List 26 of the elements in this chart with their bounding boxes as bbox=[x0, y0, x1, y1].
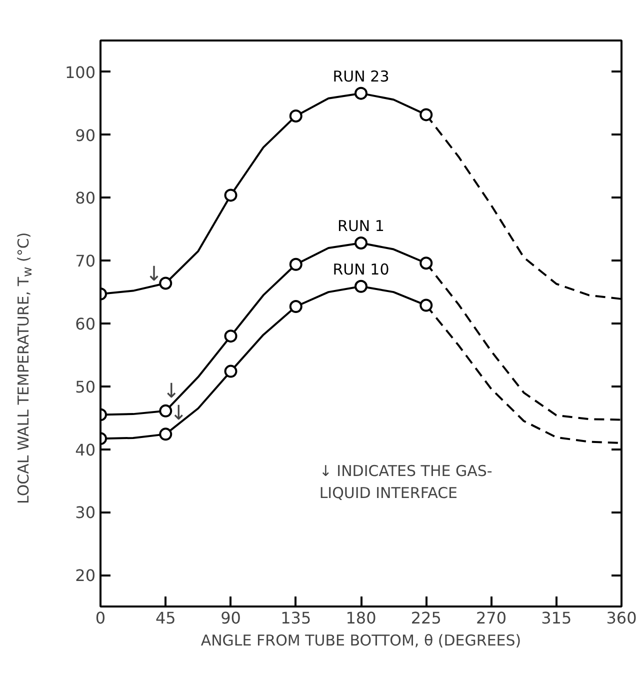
series-label: RUN 1 bbox=[338, 217, 384, 235]
y-tick-label: 70 bbox=[75, 252, 96, 271]
y-tick-label: 40 bbox=[75, 440, 96, 460]
y-tick-label: 90 bbox=[75, 126, 96, 145]
x-tick-label: 90 bbox=[220, 608, 241, 628]
x-axis-title: ANGLE FROM TUBE BOTTOM, θ (DEGREES) bbox=[200, 632, 522, 650]
x-tick-label: 180 bbox=[346, 608, 376, 628]
x-tick-label: 270 bbox=[476, 608, 507, 628]
x-tick-label: 360 bbox=[606, 608, 637, 628]
y-tick-label: 20 bbox=[75, 566, 96, 586]
y-tick-label: 50 bbox=[75, 377, 96, 396]
x-tick-label: 315 bbox=[541, 608, 572, 628]
series-label: RUN 23 bbox=[332, 67, 390, 86]
annotation: ↓ bbox=[170, 400, 188, 424]
x-tick-label: 135 bbox=[280, 608, 312, 628]
x-tick-label: 225 bbox=[410, 608, 442, 628]
annotation: ↓ bbox=[146, 261, 162, 286]
x-tick-label: 45 bbox=[155, 608, 176, 628]
y-tick-label: 80 bbox=[75, 188, 96, 208]
y-tick-label: 100 bbox=[64, 62, 96, 82]
x-tick-label: 0 bbox=[95, 608, 106, 628]
y-tick-label: 60 bbox=[75, 314, 96, 334]
annotation: ↓ INDICATES THE GAS- LIQUID INTERFACE bbox=[319, 462, 492, 502]
annotation: ↓ bbox=[163, 378, 180, 402]
y-tick-label: 30 bbox=[75, 503, 96, 522]
series-label: RUN 10 bbox=[332, 260, 390, 278]
